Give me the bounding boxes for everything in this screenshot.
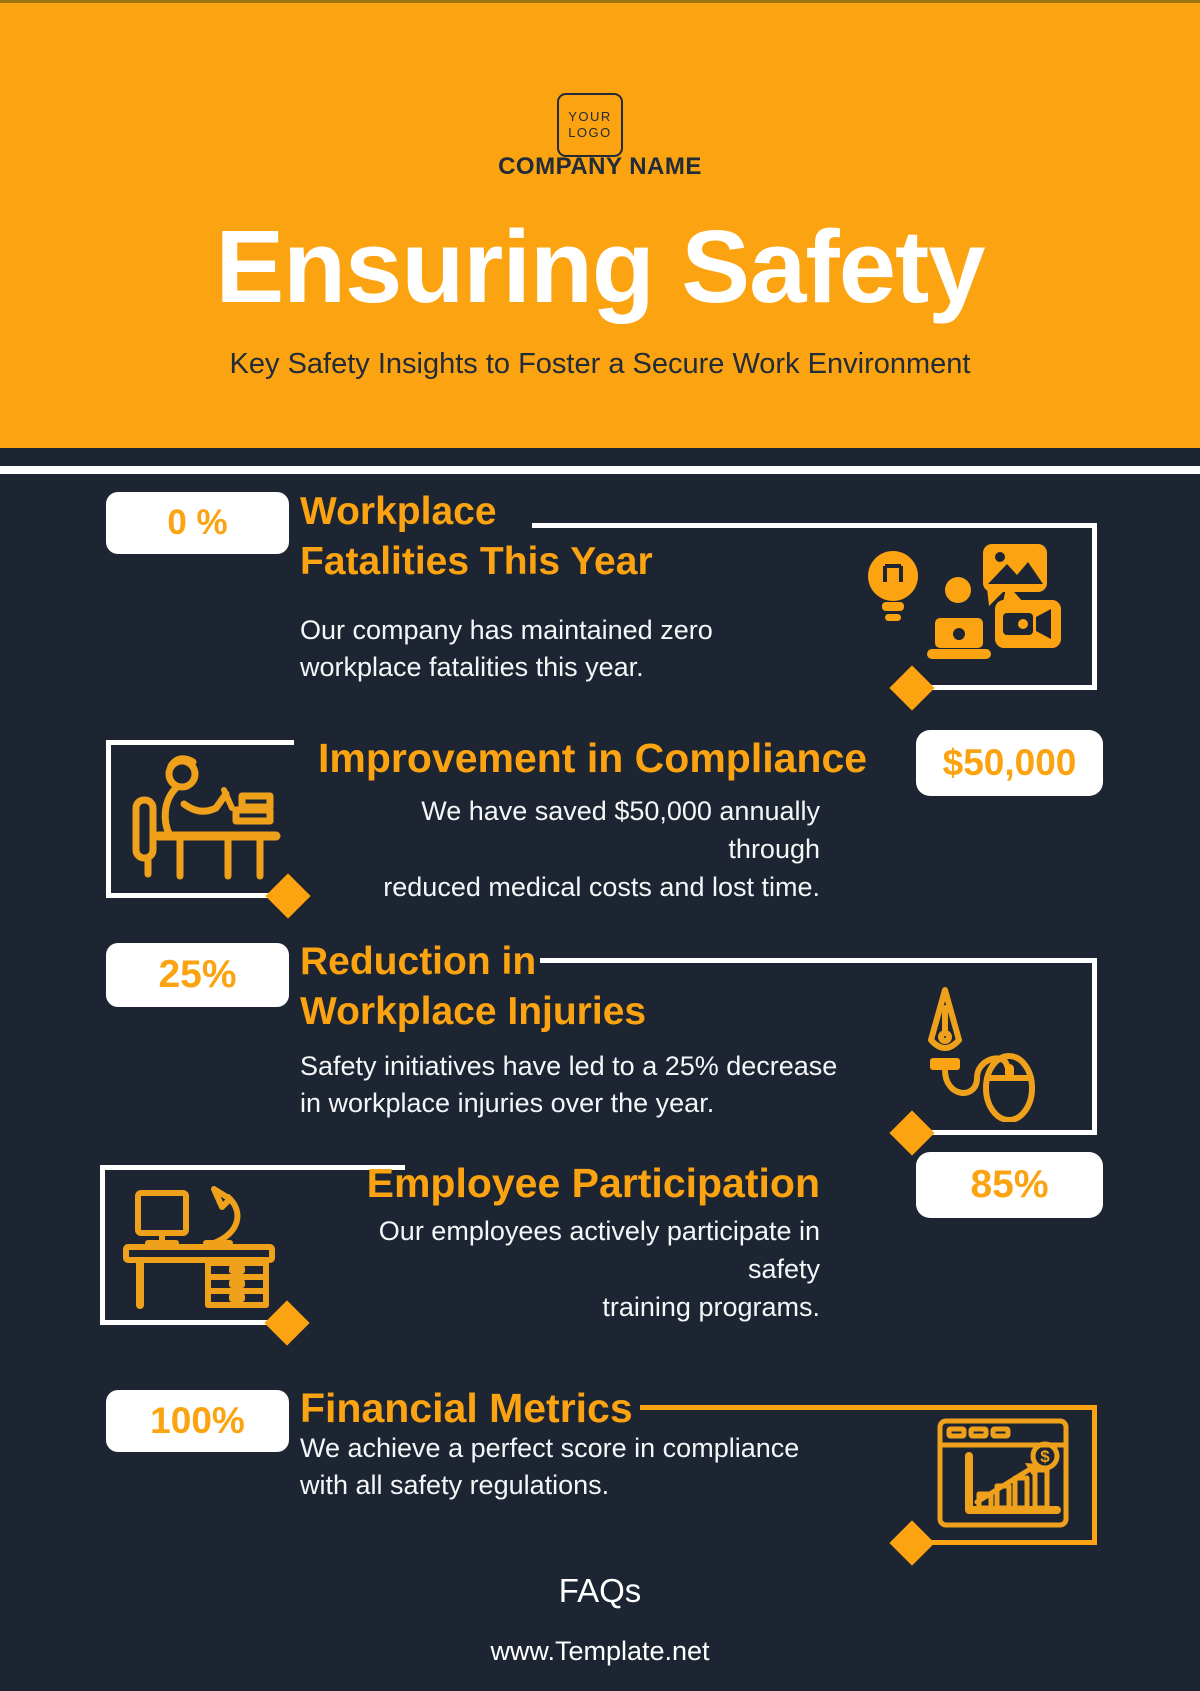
section-body-injuries: Safety initiatives have led to a 25% dec… — [300, 1048, 837, 1122]
decor-left-border-2 — [106, 740, 111, 898]
decor-top-line-1 — [532, 523, 1097, 528]
heading-line: Financial Metrics — [300, 1385, 633, 1431]
heading-line: Fatalities This Year — [300, 540, 653, 583]
decor-bottom-border-4 — [100, 1320, 272, 1325]
decor-top-line-4 — [100, 1165, 405, 1170]
heading-line: Reduction in — [300, 940, 537, 983]
decor-bottom-border-2 — [106, 893, 274, 898]
body-line: Our employees actively participate in sa… — [378, 1216, 820, 1284]
body-line: reduced medical costs and lost time. — [383, 872, 820, 902]
poster-title: Ensuring Safety — [215, 209, 985, 324]
section-body-fatalities: Our company has maintained zero workplac… — [300, 612, 713, 686]
financial-growth-chart-icon: $ — [935, 1416, 1071, 1530]
stat-badge-injuries: 25% — [106, 943, 289, 1007]
body-line: Safety initiatives have led to a 25% dec… — [300, 1051, 838, 1081]
company-logo: YOUR LOGO — [557, 93, 623, 157]
section-heading-compliance: Improvement in Compliance — [318, 733, 867, 783]
diamond-accent-5 — [889, 1520, 935, 1566]
divider-stripe — [0, 466, 1200, 474]
section-body-compliance: We have saved $50,000 annually through r… — [330, 792, 820, 906]
diamond-accent-1 — [889, 665, 935, 711]
stat-badge-fatalities: 0 % — [106, 492, 289, 554]
decor-right-border-1 — [1092, 523, 1097, 690]
body-line: We achieve a perfect score in compliance — [300, 1433, 800, 1463]
heading-line: Improvement in Compliance — [318, 735, 868, 781]
person-working-desk-icon — [124, 752, 289, 884]
body-line: Our company has maintained zero — [300, 615, 713, 645]
section-heading-financial: Financial Metrics — [300, 1383, 633, 1433]
decor-bottom-border-3 — [912, 1130, 1097, 1135]
stat-badge-savings: $50,000 — [916, 730, 1103, 796]
body-line: with all safety regulations. — [300, 1470, 610, 1500]
decor-left-border-4 — [100, 1165, 105, 1325]
decor-right-border-3 — [1092, 958, 1097, 1135]
decor-top-line-5 — [640, 1405, 1097, 1410]
stat-badge-participation: 85% — [916, 1152, 1103, 1218]
decor-bottom-border-1 — [912, 685, 1097, 690]
section-heading-fatalities: Workplace Fatalities This Year — [300, 487, 653, 587]
body-line: in workplace injuries over the year. — [300, 1088, 715, 1118]
desk-workstation-icon — [118, 1183, 280, 1311]
body-line: workplace fatalities this year. — [300, 652, 644, 682]
media-collaboration-icon — [855, 538, 1065, 663]
decor-top-line-3 — [540, 958, 1097, 963]
decor-top-line-2 — [106, 740, 294, 745]
heading-line: Workplace Injuries — [300, 990, 647, 1033]
header-banner: YOUR LOGO COMPANY NAME Ensuring Safety K… — [0, 0, 1200, 448]
body-line: training programs. — [602, 1292, 820, 1322]
faq-heading: FAQs — [558, 1572, 642, 1609]
decor-right-border-5 — [1092, 1405, 1097, 1545]
heading-line: Workplace — [300, 490, 497, 533]
pen-and-mouse-icon — [905, 982, 1055, 1122]
stat-badge-financial: 100% — [106, 1390, 289, 1452]
company-name: COMPANY NAME — [498, 153, 702, 180]
logo-text-line1: YOUR — [568, 109, 612, 124]
poster-subtitle: Key Safety Insights to Foster a Secure W… — [229, 348, 971, 380]
logo-text-line2: LOGO — [568, 125, 612, 140]
section-heading-participation: Employee Participation — [300, 1158, 820, 1208]
heading-line: Employee Participation — [366, 1160, 820, 1206]
website-text: www.Template.net — [490, 1636, 710, 1666]
section-body-participation: Our employees actively participate in sa… — [330, 1212, 820, 1326]
section-body-financial: We achieve a perfect score in compliance… — [300, 1430, 799, 1504]
body-line: We have saved $50,000 annually through — [421, 796, 820, 864]
decor-bottom-border-5 — [912, 1540, 1097, 1545]
section-heading-injuries: Reduction in Workplace Injuries — [300, 937, 646, 1037]
svg-text:$: $ — [1040, 1447, 1050, 1466]
